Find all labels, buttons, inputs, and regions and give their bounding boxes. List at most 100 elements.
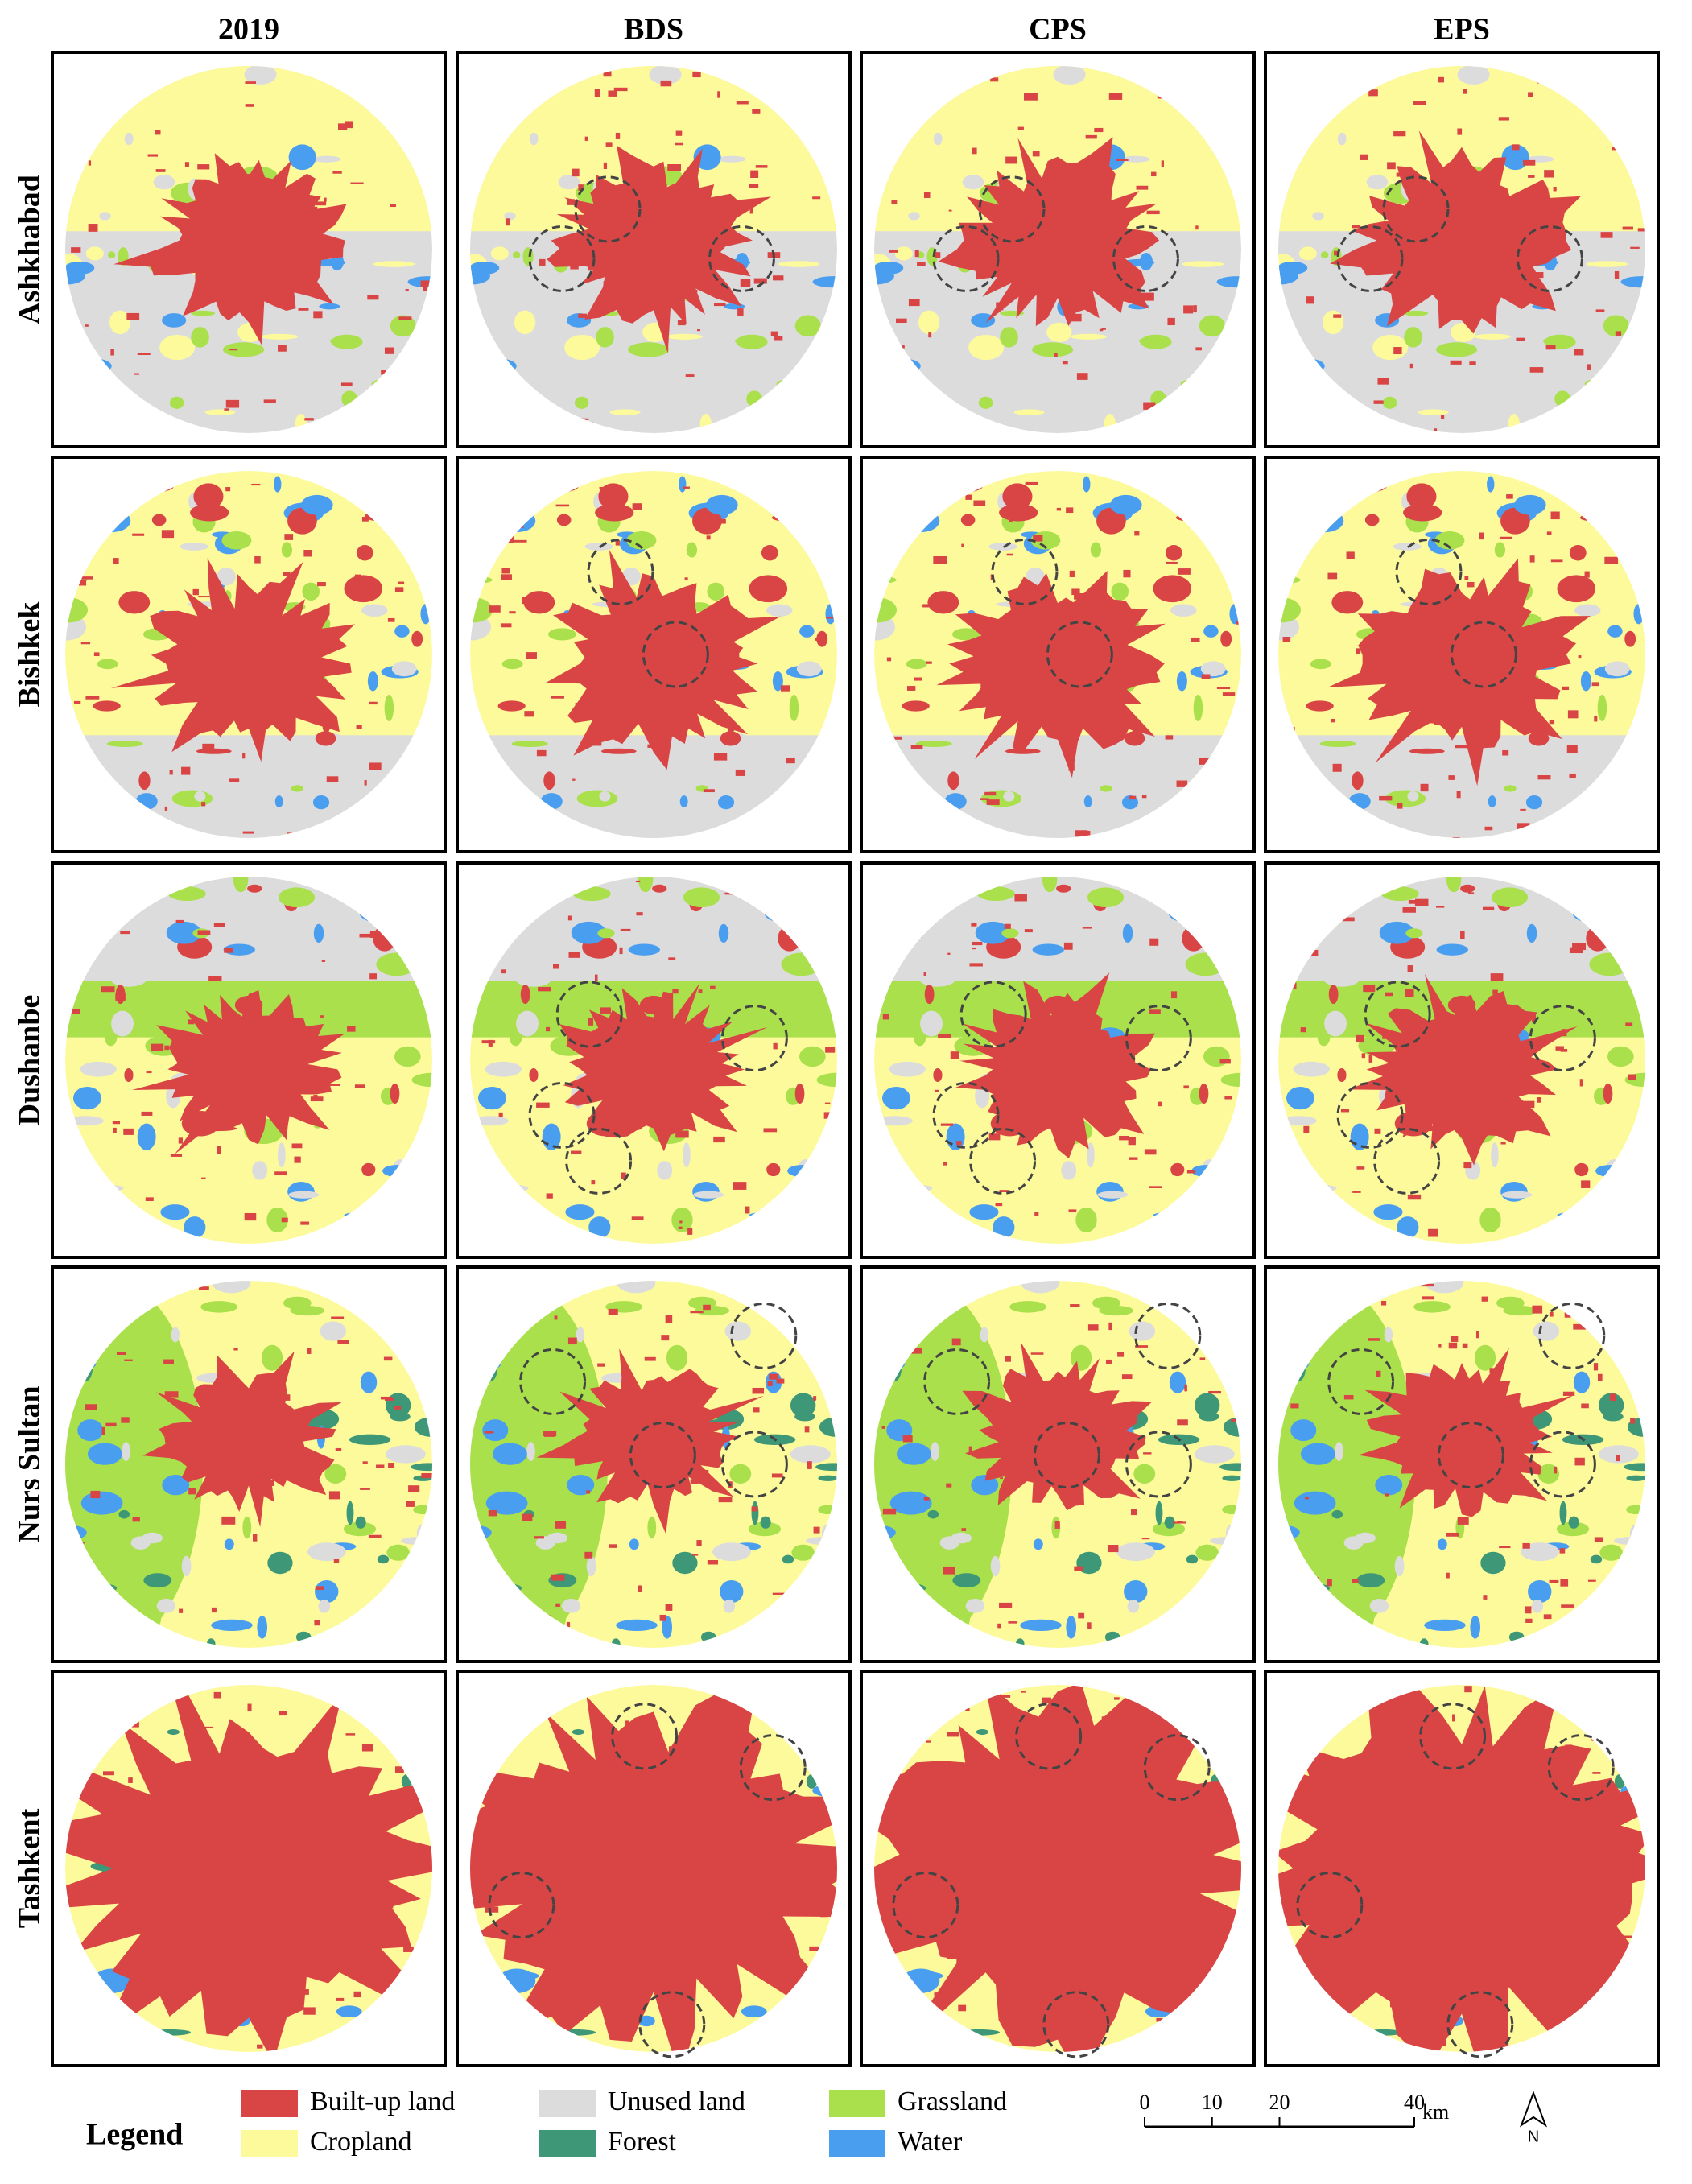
- built-up-speck: [1464, 576, 1469, 580]
- patch: [384, 694, 394, 721]
- built-up-speck: [225, 399, 240, 408]
- built-up-speck: [997, 249, 1010, 254]
- built-up-speck: [208, 672, 221, 675]
- built-up-speck: [947, 1732, 959, 1737]
- patch: [1533, 1321, 1560, 1341]
- built-up-speck: [1459, 1777, 1463, 1781]
- patch: [796, 661, 822, 677]
- built-up-speck: [767, 1381, 773, 1386]
- built-up-speck: [589, 740, 602, 746]
- patch: [1092, 1296, 1120, 1310]
- built-up-speck: [752, 109, 761, 114]
- built-up-speck: [192, 1459, 197, 1464]
- change-highlight: [642, 621, 709, 688]
- built-up-speck: [1085, 134, 1097, 139]
- built-up-speck: [367, 295, 379, 300]
- patch: [1603, 1412, 1624, 1422]
- patch: [1061, 1161, 1077, 1180]
- built-up-speck: [202, 743, 215, 750]
- built-up-core: [1327, 558, 1591, 786]
- built-up-speck: [1387, 162, 1396, 170]
- built-up-speck: [1495, 1092, 1500, 1095]
- built-up-speck: [539, 258, 546, 266]
- patch: [1624, 1463, 1645, 1472]
- built-up-speck: [509, 611, 516, 614]
- patch: [212, 1281, 251, 1294]
- patch: [373, 261, 415, 267]
- patch: [1603, 1083, 1613, 1104]
- built-up-speck: [1356, 648, 1361, 654]
- built-up-speck: [1566, 745, 1578, 753]
- patch: [751, 1501, 759, 1525]
- built-up-speck: [610, 1841, 614, 1848]
- built-up-speck: [662, 1059, 667, 1067]
- built-up-speck: [1455, 745, 1467, 749]
- patch: [1317, 1028, 1331, 1047]
- built-up-speck: [178, 641, 187, 648]
- built-up-speck: [1519, 1856, 1529, 1864]
- patch: [1624, 630, 1636, 647]
- zone: [874, 1281, 1012, 1648]
- built-up-speck: [201, 1177, 206, 1179]
- built-up-speck: [1402, 906, 1416, 913]
- built-up-speck: [198, 1286, 209, 1290]
- patch: [1548, 964, 1587, 977]
- built-up-speck: [1008, 1621, 1017, 1624]
- built-up-speck: [804, 1426, 810, 1433]
- patch: [761, 545, 778, 561]
- built-up-speck: [308, 1044, 317, 1050]
- built-up-core: [470, 1685, 837, 2052]
- built-up-speck: [1496, 1868, 1507, 1876]
- patch: [679, 476, 687, 493]
- patch: [586, 1555, 596, 1577]
- built-up-speck: [630, 1977, 645, 1980]
- patch: [1531, 1599, 1544, 1613]
- built-up-speck: [224, 947, 234, 953]
- built-up-speck: [614, 241, 624, 247]
- patch: [191, 310, 216, 316]
- built-up-speck: [1068, 1209, 1077, 1212]
- built-up-speck: [513, 539, 527, 543]
- built-up-speck: [1478, 1937, 1486, 1942]
- built-up-speck: [336, 1997, 345, 2001]
- patch: [1574, 1162, 1589, 1177]
- built-up-speck: [269, 1067, 274, 1072]
- built-up-speck: [1430, 1385, 1444, 1393]
- built-up-speck: [1509, 1102, 1519, 1109]
- built-up-speck: [796, 1826, 800, 1833]
- built-up-speck: [999, 1190, 1010, 1193]
- patch: [571, 921, 607, 944]
- built-up-speck: [178, 1137, 183, 1144]
- patch: [1053, 66, 1086, 85]
- patch: [1422, 68, 1454, 85]
- change-highlight: [638, 1991, 706, 2058]
- built-up-speck: [1231, 1418, 1237, 1422]
- patch: [288, 144, 316, 171]
- built-up-speck: [703, 1304, 711, 1311]
- built-up-speck: [270, 1768, 283, 1774]
- built-up-speck: [1506, 494, 1513, 499]
- built-up-speck: [1033, 534, 1043, 542]
- patch: [504, 212, 516, 221]
- patch: [169, 396, 184, 409]
- built-up-speck: [335, 1447, 342, 1451]
- built-up-speck: [630, 1774, 638, 1781]
- patch: [1280, 1116, 1317, 1126]
- legend-swatch: [241, 2130, 298, 2157]
- built-up-speck: [1479, 655, 1492, 662]
- built-up-speck: [1009, 519, 1013, 522]
- built-up-speck: [1078, 1612, 1085, 1619]
- built-up-speck: [1021, 1691, 1026, 1693]
- built-up-speck: [251, 483, 261, 486]
- north-arrow: [1519, 2091, 1548, 2128]
- built-up-speck: [923, 972, 926, 976]
- patch: [259, 807, 289, 815]
- built-up-speck: [761, 1941, 770, 1944]
- patch: [1369, 1599, 1389, 1613]
- built-up-speck: [1546, 531, 1552, 535]
- patch: [385, 1445, 426, 1464]
- built-up-speck: [1319, 1755, 1331, 1763]
- built-up-speck: [192, 588, 199, 596]
- built-up-speck: [899, 345, 905, 349]
- built-up-speck: [696, 1540, 702, 1546]
